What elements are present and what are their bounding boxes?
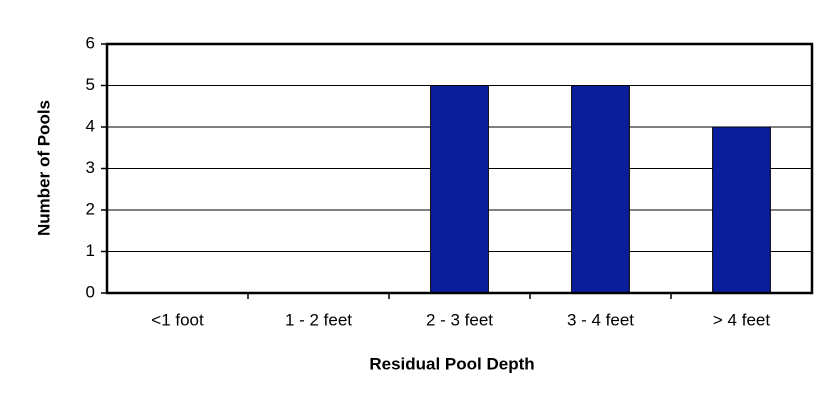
x-tick-label: 3 - 4 feet (567, 310, 634, 329)
y-axis-title: Number of Pools (34, 100, 53, 236)
y-tick-label: 3 (86, 158, 95, 177)
x-axis-title: Residual Pool Depth (369, 354, 534, 373)
x-tick-label: 2 - 3 feet (426, 310, 493, 329)
x-tick-label: <1 foot (151, 310, 204, 329)
y-tick-label: 5 (86, 75, 95, 94)
bar (571, 85, 630, 294)
y-tick-label: 1 (86, 241, 95, 260)
y-tick-label: 2 (86, 199, 95, 218)
y-tick-label: 6 (86, 33, 95, 52)
y-tick-label: 4 (86, 116, 95, 135)
bar (712, 126, 771, 294)
x-tick-label: 1 - 2 feet (285, 310, 352, 329)
bar (430, 85, 489, 294)
y-tick-label: 0 (86, 282, 95, 301)
x-tick-label: > 4 feet (713, 310, 770, 329)
plot-border (105, 42, 814, 295)
